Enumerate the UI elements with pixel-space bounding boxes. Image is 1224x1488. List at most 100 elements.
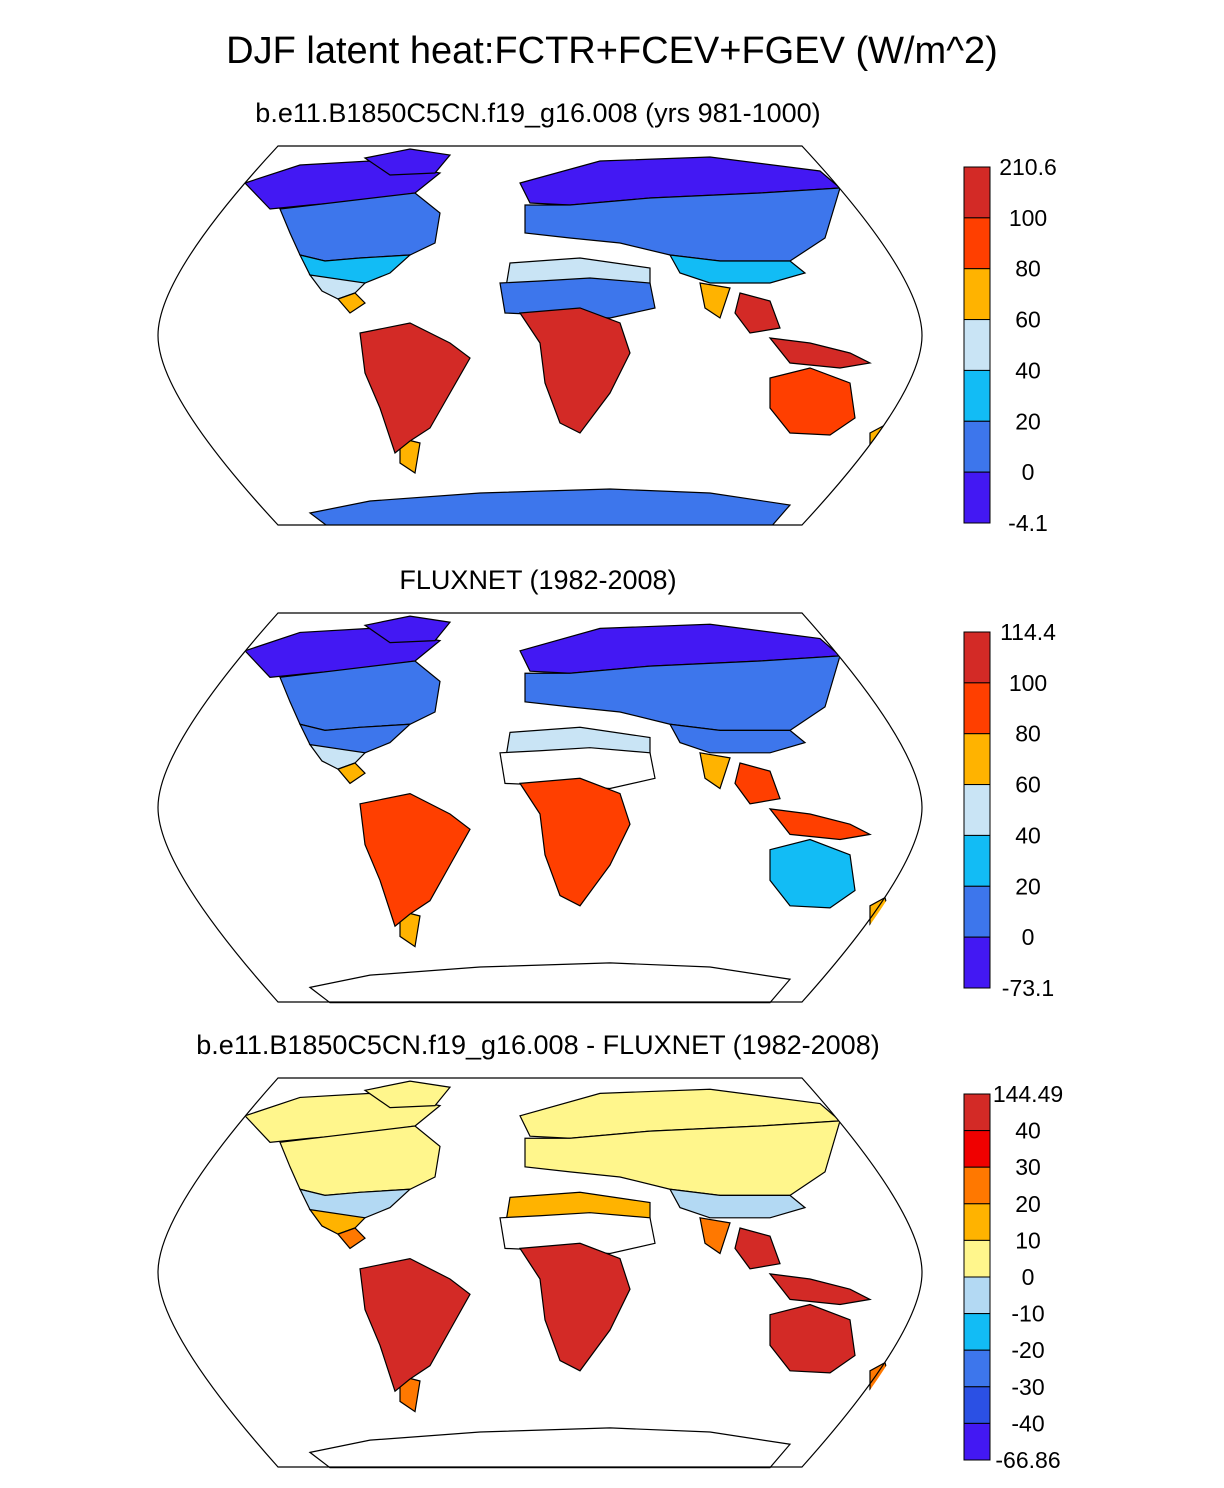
colorbar-swatch: [963, 1130, 991, 1168]
colorbar-swatch: [963, 1093, 991, 1132]
colorbar-tick-label: 10: [1015, 1227, 1041, 1253]
land-region-tropics: [768, 1273, 872, 1306]
colorbar-tick-label: -40: [1011, 1410, 1044, 1436]
colorbar-tick-label: 60: [1015, 307, 1041, 333]
colorbar-tick-label: 40: [1015, 822, 1041, 848]
land-region-midlat: [668, 723, 807, 754]
land-region-trop_edge: [399, 437, 421, 475]
colorbar-swatch: [963, 885, 991, 938]
colorbar-tick-label: -73.1: [1002, 975, 1054, 1000]
colorbar-swatch: [963, 268, 991, 321]
land-region-midlat: [668, 254, 807, 284]
land-region-arctic: [363, 615, 452, 644]
land-region-australia: [769, 367, 856, 436]
land-region-trop_edge: [699, 282, 731, 319]
panel-1-colorbar: 210.6 100 80 60 40 20 0 -4.1: [963, 155, 1057, 535]
colorbar-tick-label: -4.1: [1008, 510, 1048, 535]
colorbar-swatch: [963, 1386, 991, 1424]
colorbar-tick-label: 20: [1015, 1191, 1041, 1217]
colorbar-swatch: [963, 471, 991, 524]
colorbar-tick-label: -30: [1011, 1374, 1044, 1400]
colorbar-swatch: [963, 1313, 991, 1351]
colorbar-swatch: [963, 631, 991, 684]
colorbar-swatch: [963, 834, 991, 887]
colorbar-swatch: [963, 217, 991, 270]
land-region-tropics: [518, 1242, 631, 1372]
land-region-tropics: [518, 307, 631, 434]
land-region-trop_edge: [336, 1227, 366, 1250]
land-region-arctic: [363, 1080, 452, 1109]
land-region-tropics: [768, 808, 872, 841]
colorbar-tick-label: 20: [1015, 408, 1041, 434]
colorbar-swatch: [963, 733, 991, 786]
land-region-arctic: [363, 148, 452, 176]
colorbar-tick-label: 0: [1022, 459, 1035, 485]
map-outline: [157, 612, 923, 1003]
colorbar-swatch: [963, 319, 991, 371]
land-region-australia: [769, 838, 856, 909]
colorbar-swatch: [963, 369, 991, 422]
colorbar-tick-label: 114.4: [1000, 620, 1056, 645]
land-region-antarctica: [308, 962, 792, 1004]
panel-2-colorbar: 114.4 100 80 60 40 20 0 -73.1: [963, 620, 1056, 1000]
land-region-tropics: [518, 777, 631, 907]
land-region-trop_edge: [399, 910, 421, 948]
colorbar-tick-label: 80: [1015, 721, 1041, 747]
colorbar-tick-label: 20: [1015, 873, 1041, 899]
panel-1-map: [157, 145, 923, 526]
panel-2-title: FLUXNET (1982-2008): [399, 565, 677, 595]
colorbar-swatch: [963, 1203, 991, 1241]
panel-1-title: b.e11.B1850C5CN.f19_g16.008 (yrs 981-100…: [255, 98, 821, 128]
land-region-trop_edge: [399, 1375, 421, 1413]
land-region-tropics: [359, 1257, 471, 1393]
land-region-trop_edge: [869, 424, 891, 454]
colorbar-tick-label: 30: [1015, 1154, 1041, 1180]
colorbar-tick-label: 40: [1015, 357, 1041, 383]
colorbar-tick-label: 100: [1009, 205, 1047, 231]
colorbar-tick-label: 100: [1009, 670, 1047, 696]
land-region-trop_edge: [869, 896, 891, 928]
colorbar-swatch: [963, 1239, 991, 1278]
colorbar-swatch: [963, 936, 991, 989]
colorbar-tick-label: -10: [1011, 1301, 1044, 1327]
land-region-midlat: [668, 1188, 807, 1219]
land-region-trop_edge: [336, 762, 366, 785]
colorbar-tick-label: 60: [1015, 772, 1041, 798]
land-region-tropics: [734, 1227, 781, 1270]
map-outline: [157, 1077, 923, 1468]
colorbar-swatch: [963, 682, 991, 735]
land-region-trop_edge: [699, 752, 731, 790]
colorbar-swatch: [963, 1349, 991, 1388]
colorbar-tick-label: 0: [1022, 924, 1035, 950]
colorbar-tick-label: 40: [1015, 1118, 1041, 1144]
colorbar-swatch: [963, 166, 991, 219]
panel-3-colorbar: 144.49 40 30 20 10 0 -10 -20 -30 -40 -66.86: [963, 1082, 1063, 1472]
land-region-australia: [769, 1303, 856, 1374]
colorbar-swatch: [963, 420, 991, 473]
colorbar-tick-label: 0: [1022, 1264, 1035, 1290]
map-outline: [157, 145, 923, 526]
land-region-antarctica: [308, 488, 792, 525]
colorbar-swatch: [963, 1166, 991, 1205]
panel-2-map: [157, 612, 923, 1004]
land-region-tropics: [734, 762, 781, 805]
land-region-trop_edge: [336, 292, 366, 314]
panel-3-map: [157, 1077, 923, 1469]
colorbar-tick-label: 80: [1015, 256, 1041, 282]
colorbar-swatch: [963, 1422, 991, 1461]
land-region-tropics: [359, 792, 471, 928]
land-region-trop_edge: [869, 1361, 891, 1393]
colorbar-tick-label: -66.86: [995, 1447, 1060, 1472]
colorbar-tick-label: 144.49: [993, 1082, 1063, 1107]
colorbar-tick-label: -20: [1011, 1337, 1044, 1363]
land-region-trop_edge: [699, 1217, 731, 1255]
land-region-tropics: [359, 322, 471, 455]
figure-title: DJF latent heat:FCTR+FCEV+FGEV (W/m^2): [226, 30, 998, 72]
land-region-tropics: [734, 292, 781, 334]
land-region-antarctica: [308, 1427, 792, 1469]
colorbar-swatch: [963, 1276, 991, 1315]
panel-3-title: b.e11.B1850C5CN.f19_g16.008 - FLUXNET (1…: [196, 1030, 880, 1060]
land-region-tropics: [768, 337, 872, 369]
colorbar-swatch: [963, 784, 991, 836]
colorbar-tick-label: 210.6: [999, 155, 1057, 180]
